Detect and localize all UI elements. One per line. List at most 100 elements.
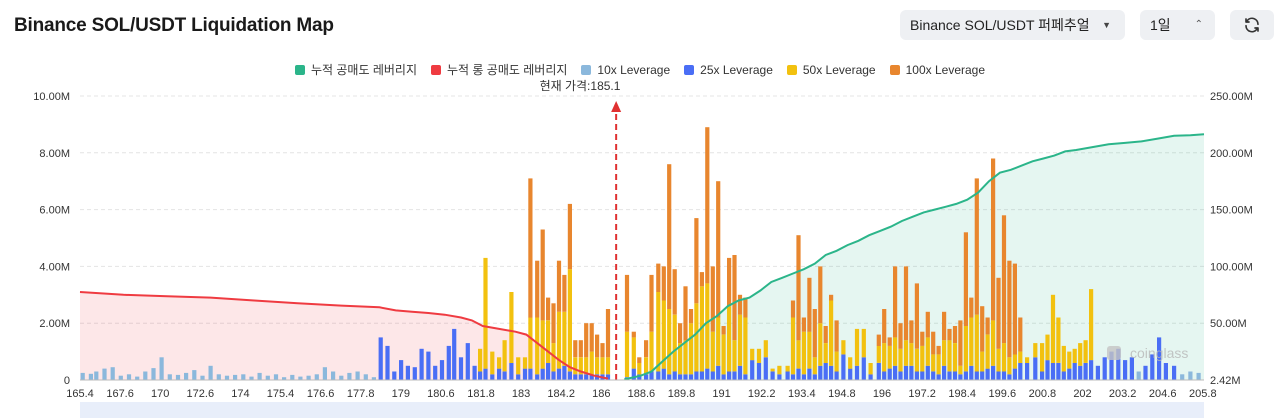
legend-item-short_cum[interactable]: 누적 공매도 레버리지	[294, 61, 417, 78]
legend-item-lev100[interactable]: 100x Leverage	[889, 61, 986, 78]
bar-lev10	[216, 374, 221, 380]
bar-lev25	[777, 374, 782, 380]
bar-lev25	[1157, 337, 1162, 380]
bar-lev25	[1172, 365, 1177, 380]
legend-item-lev10[interactable]: 10x Leverage	[581, 61, 670, 78]
bar-lev100	[644, 340, 649, 358]
bar-lev25	[516, 374, 521, 380]
bar-lev25	[854, 365, 860, 380]
bar-lev10	[273, 374, 279, 380]
legend-item-lev25[interactable]: 25x Leverage	[684, 61, 773, 78]
x-tick-label: 193.4	[788, 388, 816, 400]
x-tick-label: 181.8	[467, 388, 495, 400]
bar-lev100	[823, 326, 828, 343]
bar-lev50	[483, 257, 488, 369]
bar-lev25	[985, 368, 990, 380]
bar-lev50	[996, 348, 1001, 372]
bar-lev25	[1001, 371, 1007, 380]
bar-lev50	[854, 328, 860, 366]
bar-lev25	[483, 368, 488, 380]
bar-lev25	[1025, 363, 1030, 380]
legend-label: 누적 공매도 레버리지	[310, 63, 417, 77]
x-tick-label: 197.2	[908, 388, 936, 400]
x-tick-label: 198.4	[948, 388, 976, 400]
bar-lev25	[996, 371, 1001, 380]
y-right-tick-label: 250.00M	[1210, 91, 1253, 103]
bar-lev50	[947, 340, 952, 372]
y-left-tick-label: 2.00M	[39, 318, 70, 330]
bar-lev50	[1061, 345, 1066, 372]
bar-lev50	[985, 334, 990, 369]
bar-lev25	[678, 374, 683, 380]
legend-label: 50x Leverage	[802, 62, 876, 77]
bar-lev100	[727, 257, 732, 307]
x-tick-label: 205.8	[1189, 388, 1217, 400]
legend-item-lev50[interactable]: 50x Leverage	[786, 61, 876, 78]
bar-lev50	[969, 317, 974, 366]
bar-lev50	[882, 343, 887, 372]
bar-lev100	[963, 232, 968, 326]
x-tick-label: 196	[873, 388, 891, 400]
bar-lev100	[605, 309, 611, 358]
legend-item-long_cum[interactable]: 누적 롱 공매도 레버리지	[431, 61, 567, 78]
bar-lev25	[991, 365, 996, 380]
bar-lev10	[282, 377, 287, 380]
bar-lev100	[936, 345, 941, 355]
bar-lev50	[584, 357, 589, 375]
bar-lev50	[1078, 343, 1083, 366]
bar-lev100	[985, 317, 990, 335]
bar-lev50	[887, 345, 892, 369]
bar-lev25	[502, 371, 507, 380]
bar-lev10	[88, 373, 93, 380]
bar-lev100	[551, 303, 556, 344]
period-select[interactable]: 1일 ⌃	[1140, 10, 1215, 40]
bar-lev25	[1040, 371, 1045, 380]
bar-lev25	[605, 374, 611, 380]
bar-lev10	[135, 376, 140, 380]
legend-label: 100x Leverage	[905, 62, 986, 77]
bar-lev50	[556, 311, 562, 369]
x-tick-label: 179	[392, 388, 410, 400]
bar-lev50	[637, 363, 642, 375]
current-price-arrow	[611, 101, 622, 112]
bar-lev25	[439, 360, 445, 380]
pair-select[interactable]: Binance SOL/USDT 퍼페추얼 ▼	[900, 10, 1125, 40]
bar-lev100	[637, 357, 642, 363]
bar-lev50	[903, 340, 909, 366]
bar-lev10	[298, 376, 303, 380]
bar-lev25	[1150, 354, 1155, 380]
bar-lev25	[535, 374, 540, 380]
bar-lev25	[920, 371, 925, 380]
bar-lev100	[898, 323, 903, 349]
bar-lev50	[974, 314, 979, 372]
bar-lev50	[848, 357, 853, 369]
x-tick-label: 194.8	[828, 388, 856, 400]
bar-lev50	[516, 357, 521, 375]
bar-lev50	[535, 317, 540, 375]
bar-lev50	[1050, 294, 1056, 363]
bar-lev100	[796, 235, 801, 341]
bar-lev10	[265, 375, 270, 380]
bar-lev25	[841, 354, 846, 380]
bar-lev25	[1123, 360, 1128, 380]
y-right-tick-label: 50.00M	[1210, 318, 1247, 330]
bar-lev25	[969, 365, 974, 380]
bar-lev10	[143, 371, 148, 380]
bar-lev25	[399, 360, 404, 380]
legend-swatch	[431, 64, 441, 75]
bar-lev25	[458, 357, 464, 380]
chart-scrollbar[interactable]	[80, 402, 1204, 418]
bar-lev25	[942, 365, 947, 380]
bar-lev100	[567, 203, 572, 270]
y-left-tick-label: 0	[64, 375, 70, 387]
refresh-button[interactable]	[1230, 10, 1274, 40]
bar-lev25	[433, 365, 438, 380]
bar-lev50	[1056, 317, 1061, 363]
y-right-tick-label: 200.00M	[1210, 148, 1253, 160]
bar-lev100	[1007, 260, 1012, 358]
bar-lev25	[573, 374, 578, 380]
bar-lev100	[584, 323, 589, 358]
bar-lev100	[528, 178, 533, 318]
x-tick-label: 183	[512, 388, 530, 400]
bar-lev100	[807, 277, 812, 332]
